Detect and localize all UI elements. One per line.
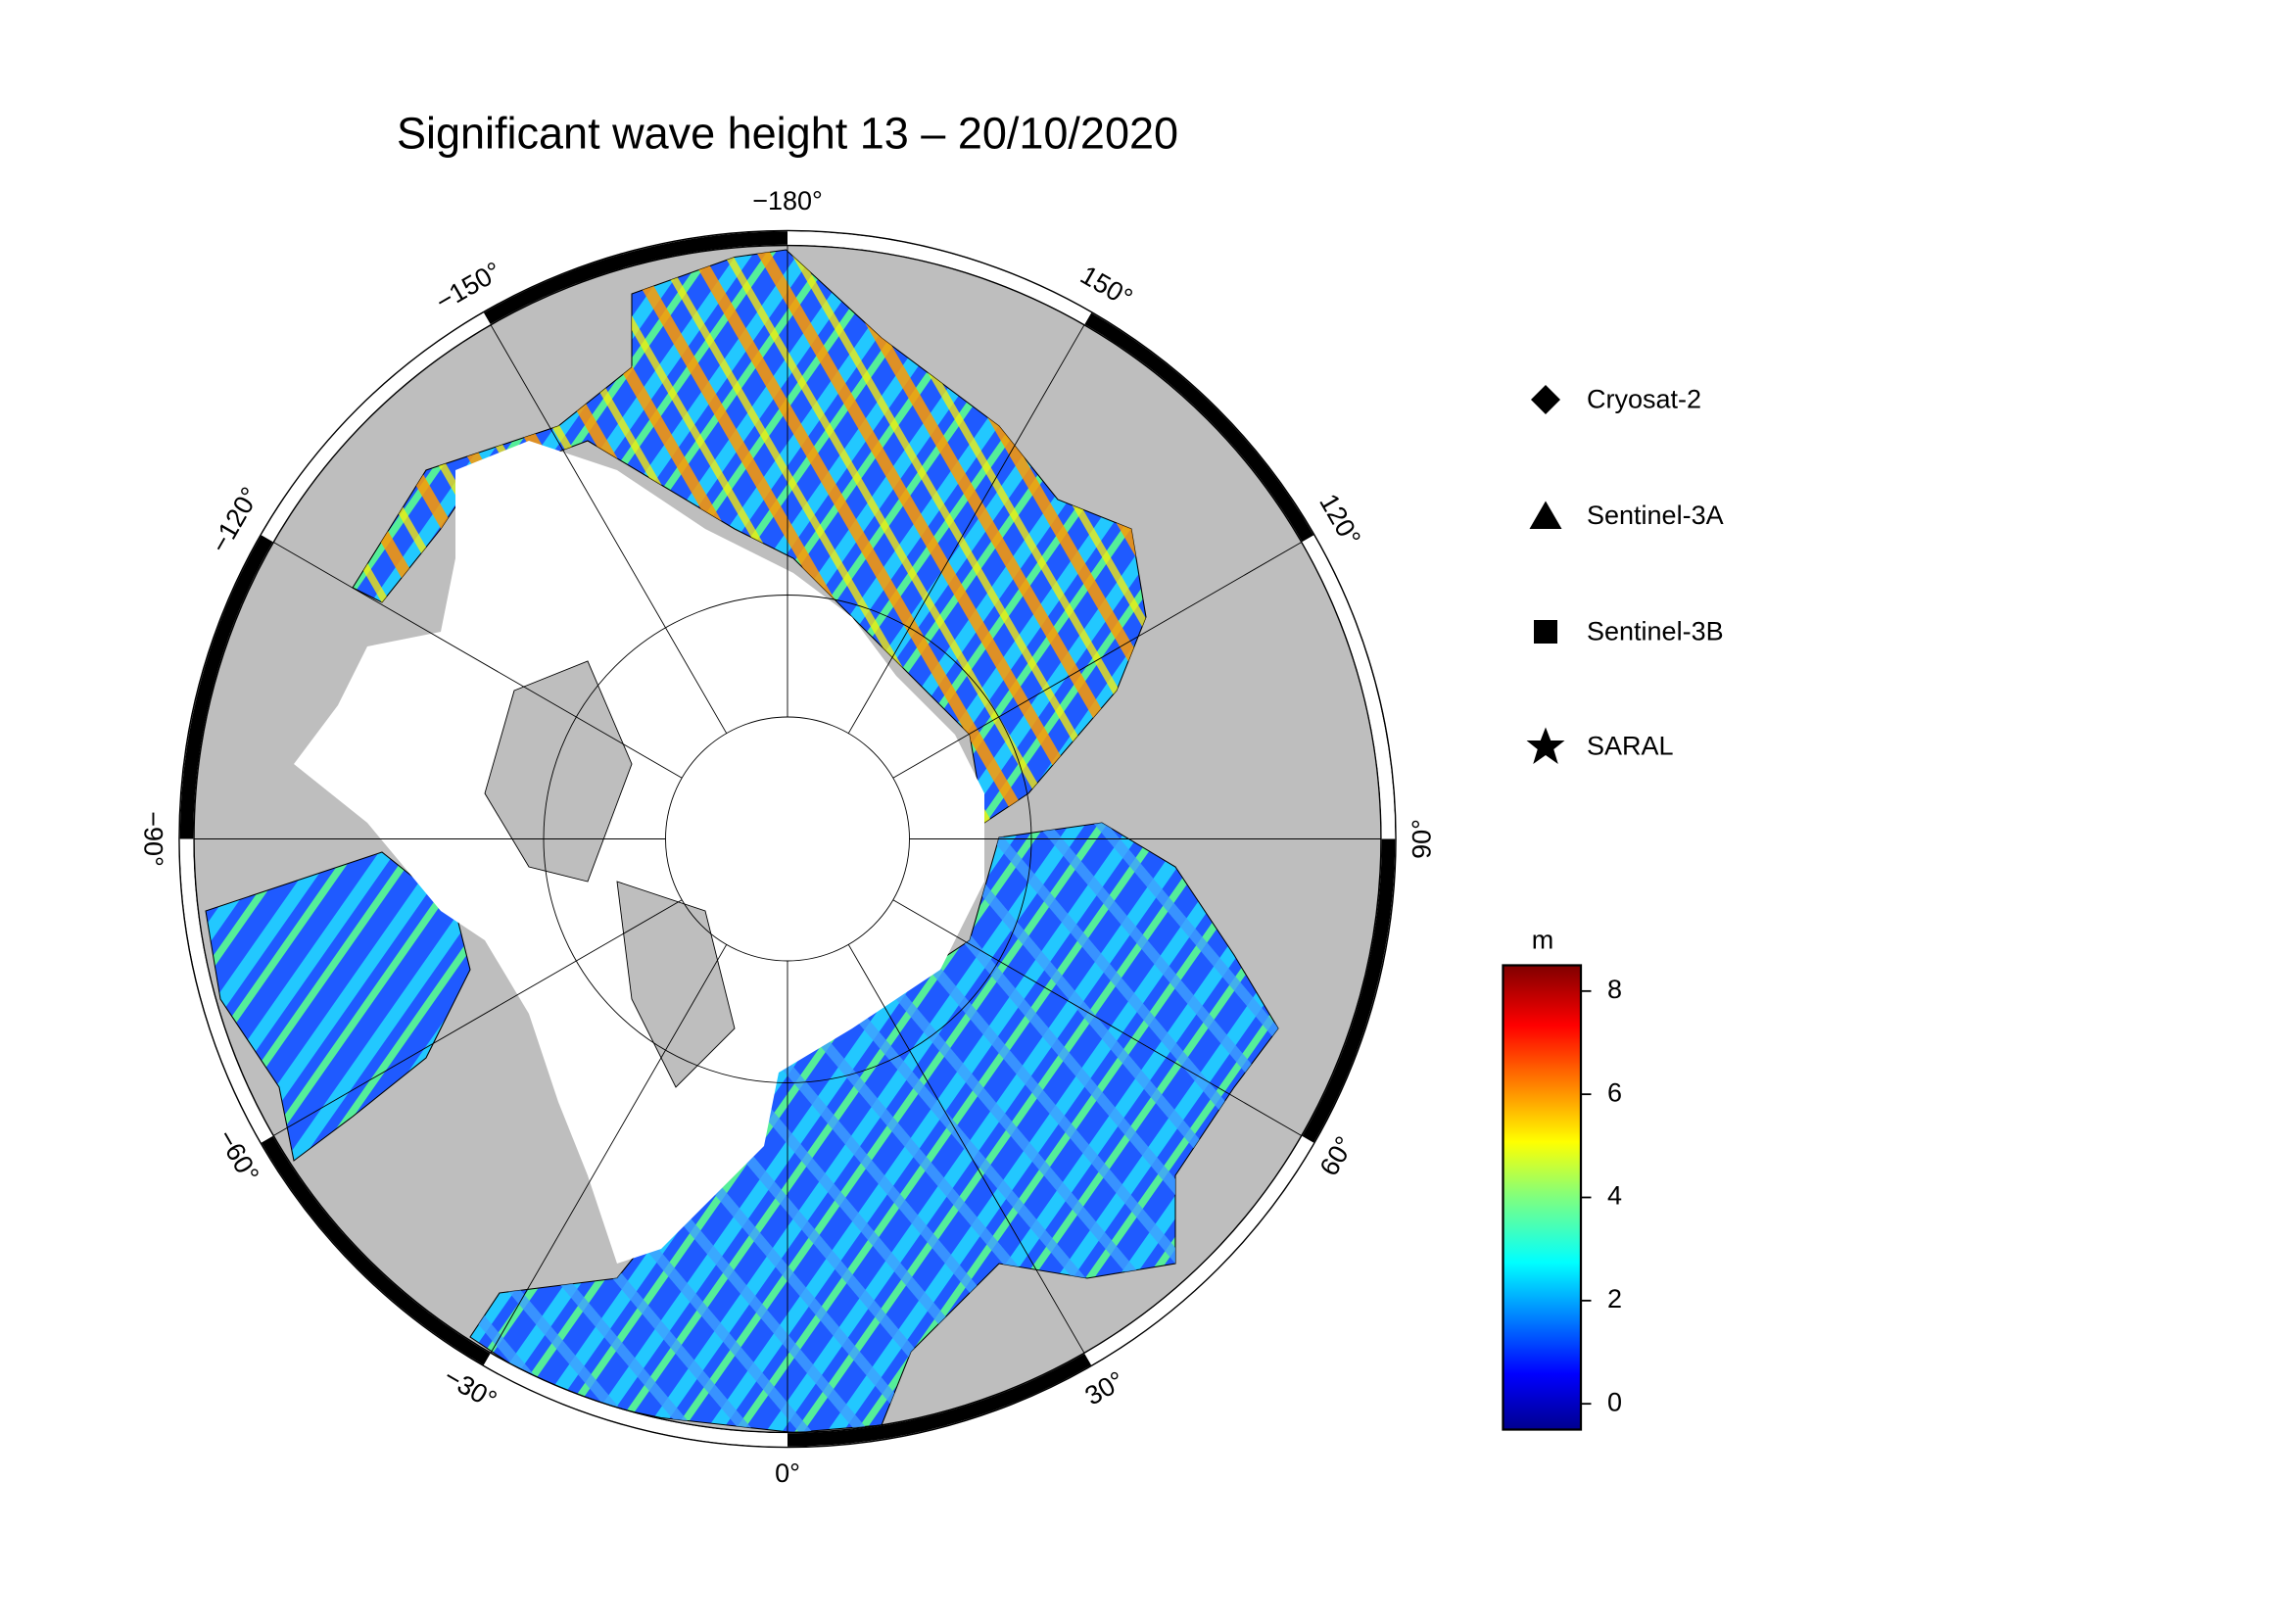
islands bbox=[484, 660, 736, 1088]
legend-label: SARAL bbox=[1587, 732, 1674, 761]
meridian-label: −90° bbox=[138, 811, 167, 867]
meridian-line bbox=[847, 944, 1085, 1354]
map-body bbox=[194, 245, 1381, 1433]
frame-segment bbox=[261, 1135, 491, 1365]
frame-segment bbox=[483, 1353, 788, 1447]
meridian-label: 0° bbox=[775, 1458, 800, 1488]
colorbar-tick-label: 2 bbox=[1607, 1284, 1622, 1314]
legend-label: Sentinel-3B bbox=[1587, 617, 1724, 646]
legend-marker bbox=[1529, 501, 1562, 529]
colorbar-tick-label: 8 bbox=[1607, 975, 1622, 1004]
meridian-label: 60° bbox=[1314, 1131, 1360, 1180]
legend-marker bbox=[1534, 620, 1557, 644]
meridian-lines bbox=[194, 245, 1381, 1433]
meridian-label: −180° bbox=[752, 186, 823, 215]
frame-segment bbox=[483, 231, 788, 325]
frame-segment bbox=[1302, 838, 1396, 1143]
legend-label: Sentinel-3A bbox=[1587, 501, 1724, 530]
meridian-label: 150° bbox=[1075, 260, 1137, 312]
map-title: Significant wave height 13 – 20/10/2020 bbox=[397, 108, 1178, 158]
colorbar: m 0 2 4 6 8 bbox=[1502, 926, 1622, 1431]
colorbar-tick-label: 0 bbox=[1607, 1387, 1622, 1416]
frame-segment bbox=[787, 1353, 1092, 1447]
frame-segment bbox=[1302, 535, 1396, 839]
meridian-line bbox=[847, 324, 1085, 734]
meridian-line bbox=[490, 944, 728, 1354]
legend-label: Cryosat-2 bbox=[1587, 385, 1701, 414]
legend-marker bbox=[1531, 385, 1560, 414]
colorbar-gradient bbox=[1502, 964, 1583, 1431]
meridian-line bbox=[490, 324, 728, 734]
colorbar-tick-label: 6 bbox=[1607, 1077, 1622, 1107]
meridian-line bbox=[272, 899, 683, 1136]
sea-ice bbox=[294, 441, 984, 1264]
meridian-line bbox=[892, 542, 1303, 779]
frame-segment bbox=[787, 231, 1092, 325]
polar-map: −180°−150°−120°−90°−60°−30°0°30°60°90°12… bbox=[138, 186, 1436, 1488]
map-frame-outer bbox=[178, 229, 1397, 1449]
frame-segment bbox=[1084, 312, 1314, 543]
meridian-label: 120° bbox=[1313, 489, 1366, 550]
map-frame bbox=[179, 231, 1396, 1447]
colorbar-label: m bbox=[1532, 926, 1554, 955]
legend: Cryosat-2 Sentinel-3A Sentinel-3B SARAL bbox=[1526, 385, 1724, 764]
colorbar-tick-label: 4 bbox=[1607, 1181, 1622, 1211]
meridian-label: 30° bbox=[1080, 1365, 1129, 1410]
meridian-line bbox=[892, 899, 1303, 1136]
legend-marker bbox=[1526, 727, 1565, 764]
meridian-label: 90° bbox=[1408, 819, 1437, 859]
map-frame-inner bbox=[193, 244, 1382, 1434]
frame-segment bbox=[261, 312, 491, 543]
meridian-line bbox=[272, 542, 683, 779]
frame-segment bbox=[179, 535, 273, 839]
ocean-tracks bbox=[205, 249, 1279, 1433]
frame-segment bbox=[1084, 1135, 1314, 1365]
frame-segment bbox=[179, 838, 273, 1143]
